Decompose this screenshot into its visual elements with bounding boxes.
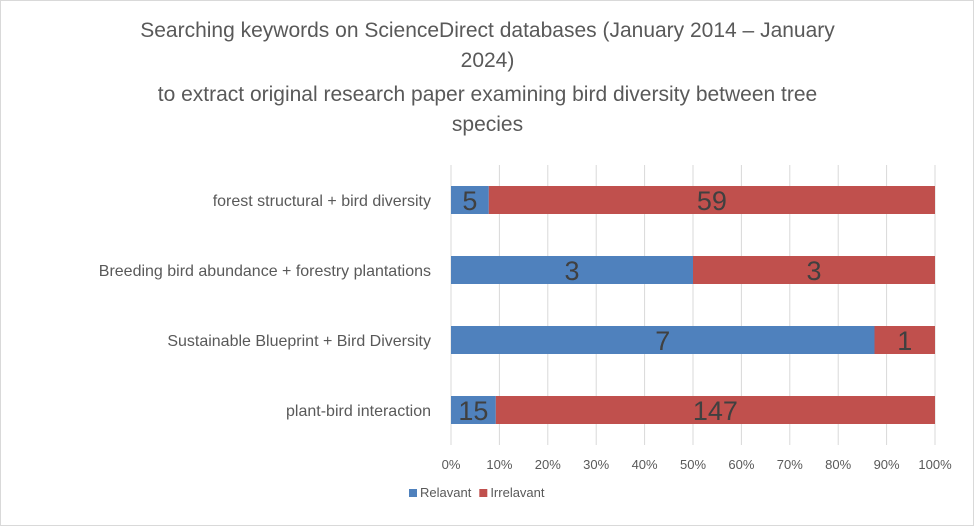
x-tick-label: 90% (874, 457, 900, 472)
x-tick-label: 30% (583, 457, 609, 472)
category-label: plant-bird interaction (286, 403, 431, 420)
data-label: 7 (655, 326, 670, 356)
legend-label: Relavant (420, 485, 472, 500)
bar-segment (495, 396, 935, 424)
x-tick-label: 50% (680, 457, 706, 472)
x-tick-label: 20% (535, 457, 561, 472)
bar-segment (451, 186, 489, 214)
x-tick-label: 70% (777, 457, 803, 472)
bar-segment (693, 256, 935, 284)
legend: Relavant Irrelavant (409, 485, 545, 500)
bar-segment (451, 396, 496, 424)
data-label: 5 (462, 186, 477, 216)
x-tick-label: 40% (632, 457, 658, 472)
x-tick-label: 80% (825, 457, 851, 472)
bar-segment (488, 186, 935, 214)
legend-swatch (409, 489, 417, 497)
data-label: 3 (806, 256, 821, 286)
category-label: Breeding bird abundance + forestry plant… (99, 263, 431, 280)
data-label: 59 (697, 186, 727, 216)
chart-title-line-1: Searching keywords on ScienceDirect data… (140, 19, 835, 42)
bars (451, 186, 935, 424)
category-label: Sustainable Blueprint + Bird Diversity (167, 333, 431, 350)
bar-segment (451, 326, 875, 354)
bar-segment (451, 256, 693, 284)
chart-title-line-4: species (451, 113, 524, 136)
labels: 0% 10% 20% 30% 40% 50% 60% 70% 80% 90% 100% forest … (99, 186, 952, 472)
x-tick-label: 10% (486, 457, 512, 472)
x-tick-label: 100% (918, 457, 952, 472)
data-label: 3 (564, 256, 579, 286)
data-label: 147 (693, 396, 738, 426)
legend-swatch (479, 489, 488, 497)
chart-title-line-3: to extract original research paper exami… (157, 83, 818, 106)
data-label: 1 (897, 326, 912, 356)
bar-segment (874, 326, 935, 354)
data-label: 15 (458, 396, 488, 426)
x-tick-label: 60% (728, 457, 754, 472)
chart-title-line-2: 2024) (460, 49, 515, 72)
x-tick-label: 0% (442, 457, 461, 472)
legend-label: Irrelavant (490, 485, 545, 500)
category-label: forest structural + bird diversity (213, 193, 431, 210)
